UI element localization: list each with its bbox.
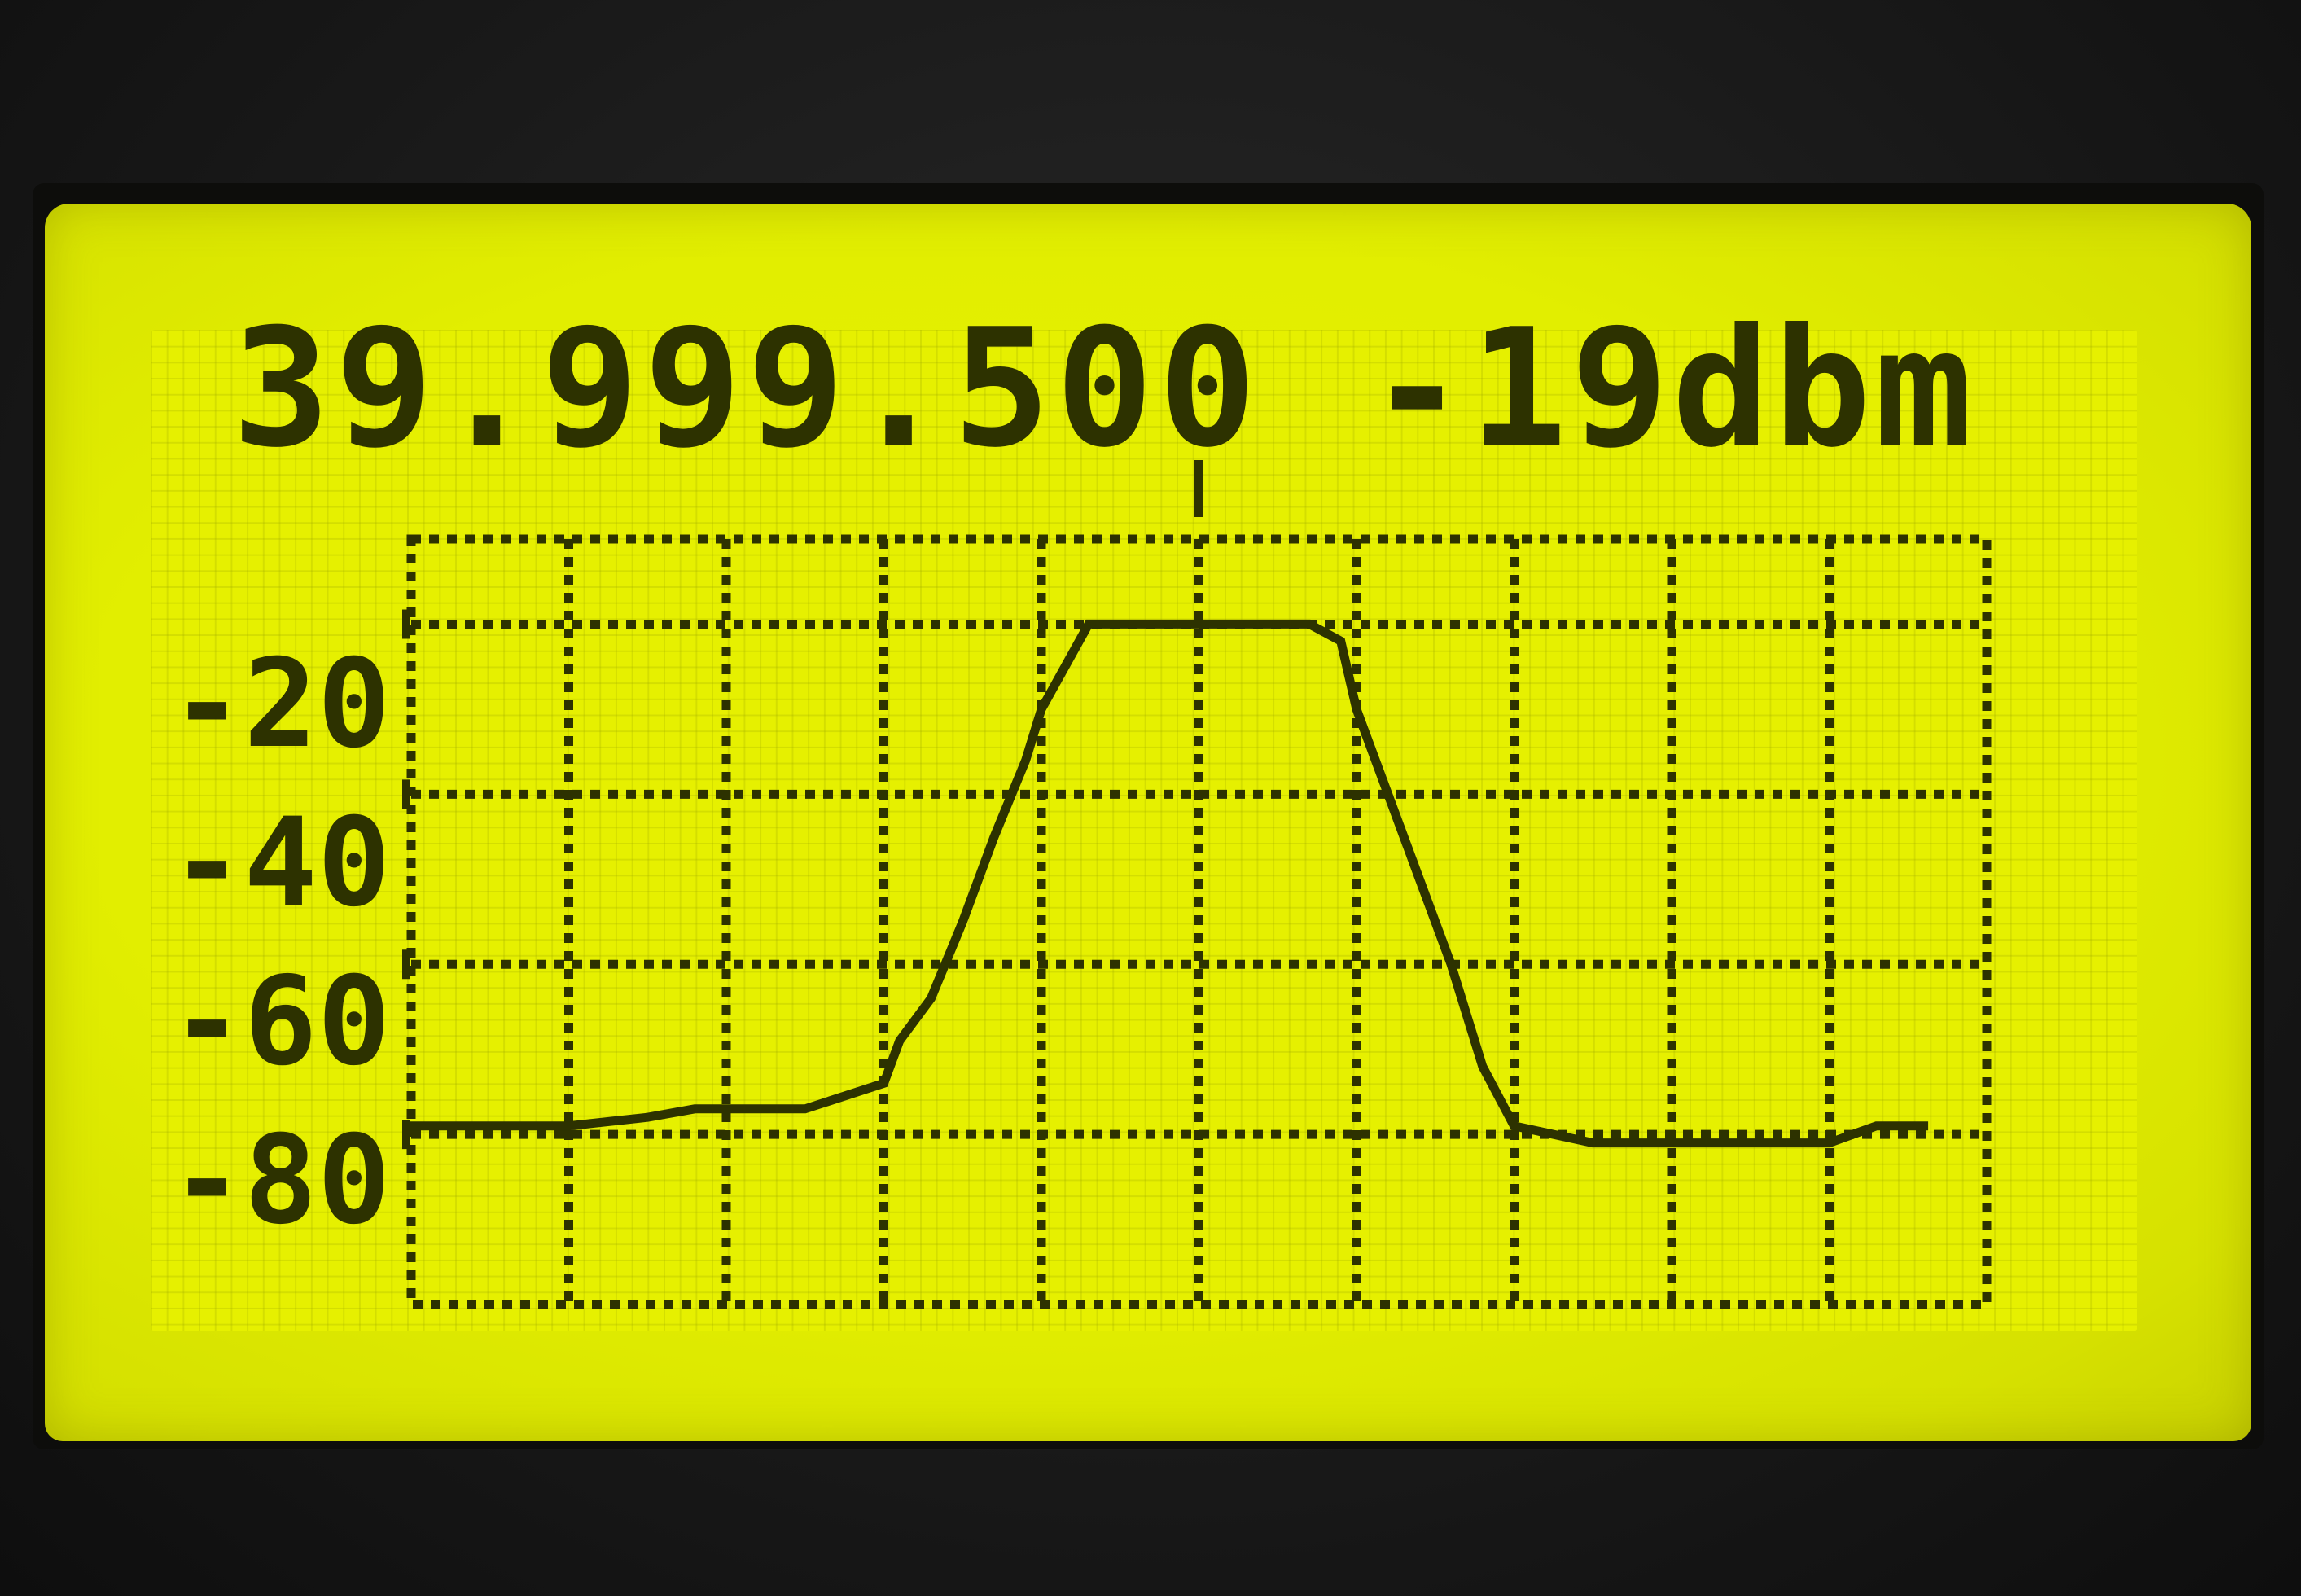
y-tick-label: -20 [170, 634, 391, 775]
spectrum-trace [406, 619, 1929, 1148]
y-tick-label: -40 [170, 792, 391, 934]
lcd-pixel-matrix [151, 330, 2137, 1331]
y-tick-label: -60 [170, 951, 391, 1093]
frequency-readout: 39.999.500 [232, 294, 1262, 484]
y-tick-label: -80 [170, 1110, 391, 1252]
power-readout: -19dbm [1368, 294, 1976, 484]
plot-frame [406, 534, 1992, 1309]
